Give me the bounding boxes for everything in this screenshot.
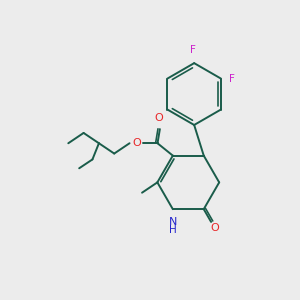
Text: O: O: [154, 113, 163, 123]
Text: H: H: [169, 225, 177, 236]
Text: F: F: [229, 74, 235, 84]
Text: O: O: [210, 223, 219, 232]
Text: F: F: [190, 45, 196, 55]
Text: O: O: [132, 138, 141, 148]
Text: N: N: [169, 217, 177, 226]
